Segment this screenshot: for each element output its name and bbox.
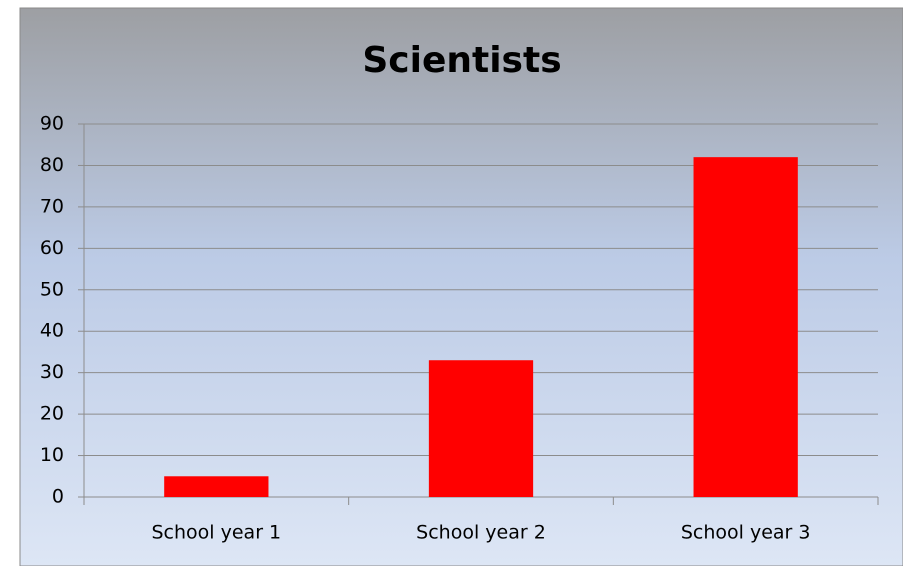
y-tick-label: 80 — [40, 154, 64, 176]
x-tick-label: School year 1 — [152, 522, 282, 544]
y-tick-label: 50 — [40, 278, 64, 300]
y-tick-label: 10 — [40, 444, 64, 466]
bar — [693, 157, 798, 497]
y-tick-label: 0 — [52, 486, 64, 508]
y-tick-label: 40 — [40, 320, 64, 342]
y-tick-label: 70 — [40, 195, 64, 217]
x-tick-label: School year 3 — [681, 522, 811, 544]
y-tick-label: 90 — [40, 113, 64, 135]
bar — [428, 360, 534, 497]
x-tick-label: School year 2 — [416, 522, 546, 544]
bar — [164, 476, 269, 497]
chart-title: Scientists — [362, 40, 561, 81]
y-tick-label: 60 — [40, 237, 64, 259]
y-tick-label: 20 — [40, 403, 64, 425]
y-tick-label: 30 — [40, 361, 64, 383]
